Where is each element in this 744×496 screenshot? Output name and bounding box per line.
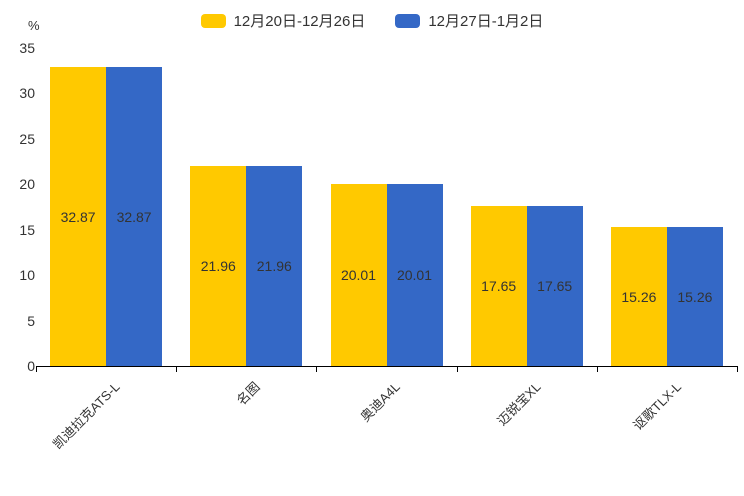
y-axis-unit-label: % [28, 18, 40, 33]
legend-swatch-blue-icon [395, 13, 421, 28]
y-axis-tick-label: 25 [19, 130, 35, 147]
legend-item-series-1[interactable]: 12月20日-12月26日 [200, 10, 366, 31]
bar-value-label: 21.96 [256, 258, 292, 275]
bar-value-label: 20.01 [396, 267, 433, 284]
x-axis-line [36, 366, 738, 367]
y-axis-tick-label: 15 [19, 221, 35, 238]
y-axis-tick-label: 5 [27, 312, 35, 329]
bar-series2: 17.65 [526, 205, 583, 366]
x-axis-tick-mark [596, 366, 598, 372]
y-axis-tick-label: 35 [19, 40, 35, 56]
x-axis-category-label: 奥迪A4L [357, 379, 404, 425]
bar-value-label: 15.26 [621, 288, 657, 305]
y-axis-tick-label: 30 [19, 85, 35, 102]
bar-series2: 20.01 [386, 184, 443, 366]
bar-value-label: 21.96 [200, 258, 236, 275]
x-axis-tick-mark [456, 366, 458, 372]
legend-label-series-1: 12月20日-12月26日 [233, 13, 366, 30]
y-axis-tick-label: 10 [19, 267, 35, 284]
legend-swatch-yellow-icon [200, 13, 226, 28]
x-axis-category-label: 迈锐宝XL [493, 379, 544, 429]
x-axis-tick-mark [737, 366, 738, 372]
x-axis-tick-mark [36, 366, 37, 372]
bar-value-label: 17.65 [481, 277, 517, 294]
x-axis-category-label: 讴歌TLX-L [629, 379, 684, 434]
legend-label-series-2: 12月27日-1月2日 [428, 13, 544, 30]
bar-series1: 17.65 [470, 205, 527, 366]
x-axis-category-label: 凯迪拉克ATS-L [50, 379, 123, 452]
x-axis-tick-mark [176, 366, 178, 372]
y-axis-tick-label: 20 [19, 176, 35, 193]
chart-legend: 12月20日-12月26日 12月27日-1月2日 [0, 10, 744, 31]
x-axis-category-label: 名图 [234, 379, 264, 409]
y-axis-tick-label: 0 [27, 358, 35, 374]
bar-series1: 20.01 [330, 184, 387, 366]
x-axis-tick-mark [316, 366, 318, 372]
bar-value-label: 15.26 [677, 288, 713, 305]
bar-value-label: 20.01 [340, 267, 377, 284]
bar-value-label: 32.87 [116, 208, 152, 225]
bar-value-label: 17.65 [537, 277, 573, 294]
bar-series1: 21.96 [190, 166, 247, 366]
bar-series1: 32.87 [50, 67, 107, 366]
bar-series2: 32.87 [106, 67, 163, 366]
bar-value-label: 32.87 [60, 208, 96, 225]
bar-series2: 15.26 [666, 227, 723, 366]
bar-series2: 21.96 [246, 166, 303, 366]
legend-item-series-2[interactable]: 12月27日-1月2日 [395, 10, 543, 31]
bar-series1: 15.26 [610, 227, 667, 366]
